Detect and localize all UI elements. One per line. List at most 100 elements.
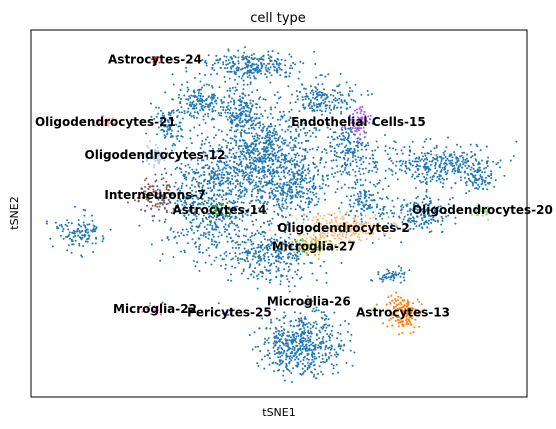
cell-point <box>366 90 369 92</box>
cell-point <box>343 183 346 186</box>
cell-point <box>254 69 257 72</box>
cell-point <box>246 120 249 123</box>
cell-point <box>340 339 343 342</box>
cell-point <box>271 135 274 137</box>
cell-point <box>302 359 305 361</box>
cell-point <box>416 195 419 198</box>
cell-point <box>258 106 261 109</box>
cell-point <box>273 350 276 353</box>
cell-point <box>272 168 275 171</box>
cell-point <box>214 173 217 176</box>
cell-point <box>348 203 351 206</box>
cell-point <box>183 94 186 97</box>
cell-point <box>183 251 186 254</box>
cell-point <box>184 201 187 204</box>
cell-point <box>468 190 471 193</box>
cell-point <box>236 224 239 227</box>
cell-point <box>390 168 393 171</box>
cell-point <box>203 84 206 87</box>
cell-point <box>159 120 162 123</box>
cell-point <box>201 140 204 142</box>
cell-point <box>171 144 174 147</box>
cell-point <box>283 162 286 165</box>
cell-point <box>211 228 214 230</box>
cell-point <box>474 154 477 157</box>
cell-point <box>179 191 181 194</box>
cell-point <box>272 162 275 165</box>
cell-point <box>471 181 474 184</box>
cell-point <box>332 159 335 162</box>
cell-point <box>411 175 413 178</box>
cell-point <box>188 114 191 116</box>
cell-point <box>208 212 211 215</box>
cell-point <box>309 210 312 213</box>
cell-point <box>280 329 283 332</box>
cell-point <box>257 60 260 63</box>
cell-point <box>189 206 192 209</box>
cell-point <box>309 323 312 326</box>
cell-point <box>483 181 486 184</box>
cell-point <box>438 175 441 178</box>
cell-point <box>415 165 418 168</box>
cell-point <box>216 72 218 75</box>
cell-point <box>289 64 292 67</box>
cell-point <box>275 317 278 320</box>
cell-point <box>301 155 304 158</box>
cell-point <box>331 101 334 104</box>
cell-point <box>264 231 267 234</box>
cell-point <box>272 129 275 132</box>
cell-point <box>362 172 365 175</box>
cell-point <box>370 199 373 202</box>
cell-point <box>317 91 320 94</box>
cell-point <box>263 255 266 258</box>
cell-point <box>336 99 339 101</box>
cell-point <box>246 110 249 113</box>
cell-point <box>306 361 309 364</box>
cell-point <box>384 177 387 180</box>
cell-point <box>267 269 270 272</box>
cell-point <box>301 215 303 218</box>
cell-point <box>353 133 356 136</box>
cell-point <box>314 90 317 93</box>
cell-point <box>252 100 255 102</box>
cell-point <box>443 178 445 181</box>
cell-point <box>213 215 216 217</box>
cell-point <box>161 239 164 242</box>
cell-point <box>400 208 403 211</box>
cell-point <box>233 103 235 106</box>
cell-point <box>64 223 67 226</box>
cell-point <box>243 258 246 261</box>
cell-point <box>296 324 299 327</box>
cell-point <box>166 132 169 135</box>
cell-point <box>257 122 260 124</box>
cell-point <box>247 208 250 211</box>
cell-point <box>313 50 316 53</box>
cell-point <box>440 223 443 226</box>
cell-point <box>298 173 301 176</box>
cell-point <box>269 143 272 146</box>
cell-point <box>196 261 199 264</box>
cell-point <box>328 346 331 349</box>
cell-point <box>240 161 243 164</box>
cluster-point <box>165 209 168 212</box>
cell-point <box>233 207 236 210</box>
cell-point <box>247 59 250 62</box>
cell-point <box>395 273 398 276</box>
cell-point <box>179 121 182 124</box>
cell-point <box>254 67 257 70</box>
cell-point <box>289 72 291 75</box>
cell-point <box>252 68 255 71</box>
cell-point <box>306 357 309 360</box>
cell-point <box>221 198 224 201</box>
cell-point <box>176 231 179 234</box>
cell-point <box>427 219 430 222</box>
cell-point <box>428 160 431 163</box>
cell-point <box>309 335 312 338</box>
cell-point <box>185 228 188 231</box>
cell-point <box>412 227 415 230</box>
cell-point <box>289 146 292 149</box>
cell-point <box>268 68 271 71</box>
cell-point <box>254 207 257 210</box>
cell-point <box>337 371 340 374</box>
cell-point <box>254 250 257 253</box>
